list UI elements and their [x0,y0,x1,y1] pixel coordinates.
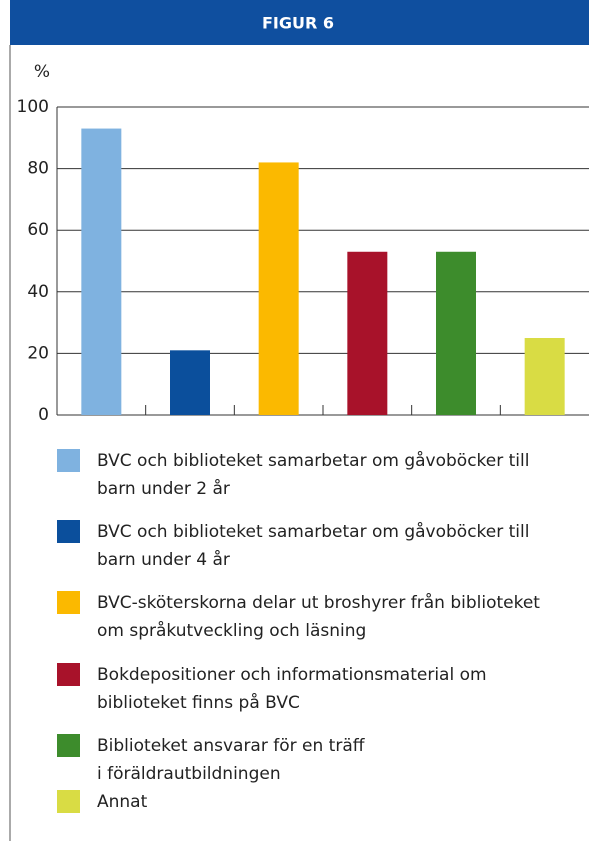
header-bar [10,0,589,45]
legend-swatch [57,520,80,543]
bar [347,251,388,415]
legend-label: Biblioteket ansvarar för en träff i förä… [97,736,365,784]
bar [436,251,476,415]
chart-title: FIGUR 6 [262,14,334,33]
legend-label: BVC och biblioteket samarbetar om gåvobö… [97,522,530,570]
bar [170,350,210,415]
legend-swatch [57,663,80,686]
legend-label: Bokdepositioner och informationsmaterial… [97,665,487,713]
legend-swatch [57,591,80,614]
legend-label: BVC och biblioteket samarbetar om gåvobö… [97,451,530,499]
legend-label: Annat [97,792,148,812]
y-axis-label: % [34,62,50,82]
legend-swatch [57,734,80,757]
y-tick-label: 20 [27,343,49,363]
bar [524,338,565,415]
legend-swatch [57,449,80,472]
y-tick-label: 40 [27,282,49,302]
bar [81,128,122,415]
bar [258,162,299,415]
y-tick-label: 60 [27,220,49,240]
legend-swatch [57,790,80,813]
legend-label: BVC-sköterskorna delar ut broshyrer från… [97,593,540,641]
y-tick-label: 0 [38,405,49,425]
y-tick-label: 100 [17,97,49,117]
y-tick-label: 80 [27,159,49,179]
